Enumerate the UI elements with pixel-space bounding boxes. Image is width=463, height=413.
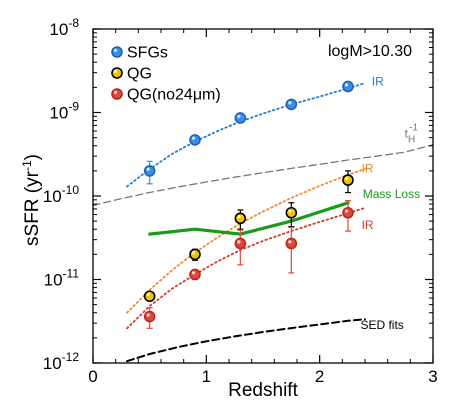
curve-label-sup-1: -1	[409, 123, 418, 134]
data-point-2-0	[143, 310, 156, 323]
curve-label-5: SED fits	[360, 318, 403, 332]
legend-label-1: QG	[127, 66, 152, 83]
y-tick-exponent-2: -10	[62, 183, 80, 197]
data-point-1-0	[143, 290, 156, 303]
legend-marker-2-highlight	[113, 90, 118, 94]
data-point-1-1-highlight	[191, 251, 196, 255]
legend-marker-2	[111, 88, 123, 100]
data-point-2-2-highlight	[237, 240, 241, 244]
data-point-2-3-highlight	[288, 240, 292, 244]
curve-label-1: tH-1	[405, 123, 419, 146]
curve-line-1	[92, 144, 434, 207]
y-tick-mantissa-2: 10	[43, 187, 62, 206]
curve-label-text-3: IR	[362, 218, 374, 232]
y-tick-exponent-1: -11	[63, 267, 80, 281]
data-point-0-0-highlight	[146, 167, 150, 171]
y-tick-mantissa-0: 10	[43, 354, 62, 373]
curve-label-text-1: t	[405, 127, 409, 141]
curve-label-text-4: Mass Loss	[363, 187, 420, 201]
data-point-1-3-highlight	[288, 209, 292, 213]
curve-label-3: IR	[362, 218, 374, 232]
x-tick-label-1: 1	[202, 367, 211, 386]
curve-line-3	[126, 207, 366, 330]
data-point-2-4-highlight	[344, 209, 349, 213]
subset-label: logM>10.30	[328, 43, 412, 60]
data-point-2-3	[285, 237, 298, 250]
x-tick-label-0: 0	[88, 367, 97, 386]
y-tick-exponent-0: -12	[62, 350, 80, 364]
x-axis-title: Redshift	[228, 380, 298, 401]
legend-label-2: QG(no24μm)	[127, 87, 221, 104]
data-point-1-3	[285, 206, 298, 219]
y-axis-title-main: sSFR (yr	[22, 170, 43, 246]
error-bars-layer	[146, 84, 351, 329]
data-point-1-2-highlight	[237, 215, 241, 219]
legend-marker-1	[111, 67, 123, 79]
data-point-0-1-highlight	[191, 136, 196, 140]
data-point-1-0-highlight	[146, 293, 150, 297]
y-tick-mantissa-1: 10	[44, 271, 63, 290]
curve-line-5	[126, 318, 366, 363]
data-point-2-4	[342, 206, 354, 219]
y-tick-label-2: 10-10	[43, 183, 80, 206]
data-point-0-0	[143, 165, 156, 177]
legend: SFGs QG QG(no24μm)	[111, 45, 221, 104]
legend-label-0: SFGs	[127, 45, 168, 62]
data-point-1-1	[189, 248, 201, 261]
y-tick-mantissa-4: 10	[49, 20, 68, 39]
curve-label-sub-1: H	[408, 135, 415, 146]
data-point-2-1-highlight	[191, 271, 196, 275]
legend-marker-0	[111, 46, 123, 58]
x-tick-label-2: 2	[315, 367, 324, 386]
y-tick-label-0: 10-12	[43, 350, 80, 373]
x-tick-label-3: 3	[428, 367, 437, 386]
y-tick-label-3: 10-9	[49, 100, 79, 123]
data-point-2-1	[189, 268, 201, 281]
y-tick-mantissa-3: 10	[49, 104, 68, 123]
y-axis-title-close: )	[22, 154, 43, 160]
curve-label-text-2: IR	[362, 162, 374, 176]
data-point-0-1	[189, 134, 201, 146]
curve-line-2	[126, 168, 366, 314]
curve-label-text-5: SED fits	[360, 318, 403, 332]
y-axis-title-sup: -1	[20, 160, 34, 171]
curve-label-4: Mass Loss	[363, 187, 420, 201]
data-point-1-4	[342, 174, 354, 186]
legend-marker-0-highlight	[113, 48, 118, 53]
y-axis-title: sSFR (yr-1)	[20, 154, 43, 246]
curve-label-0: IR	[372, 75, 384, 89]
data-point-0-2-highlight	[237, 114, 241, 118]
y-tick-exponent-3: -9	[68, 100, 79, 114]
data-point-1-2	[234, 212, 247, 225]
data-point-0-3-highlight	[288, 101, 292, 105]
y-tick-label-4: 10-8	[49, 16, 79, 39]
data-point-1-4-highlight	[344, 176, 349, 181]
y-tick-exponent-4: -8	[68, 16, 79, 30]
curve-label-text-0: IR	[372, 75, 384, 89]
curve-labels-layer: IR tH-1 IR IR Mass Loss SED fits	[360, 75, 420, 332]
data-point-0-4-highlight	[344, 83, 349, 87]
legend-marker-1-highlight	[113, 69, 118, 73]
data-point-2-2	[234, 237, 247, 250]
data-point-2-0-highlight	[146, 313, 150, 317]
y-tick-label-1: 10-11	[44, 267, 80, 290]
points-layer	[143, 80, 354, 323]
data-point-0-3	[285, 98, 298, 111]
curve-label-2: IR	[362, 162, 374, 176]
curve-line-4	[148, 201, 350, 236]
data-point-0-4	[342, 80, 354, 93]
data-point-0-2	[234, 112, 247, 124]
